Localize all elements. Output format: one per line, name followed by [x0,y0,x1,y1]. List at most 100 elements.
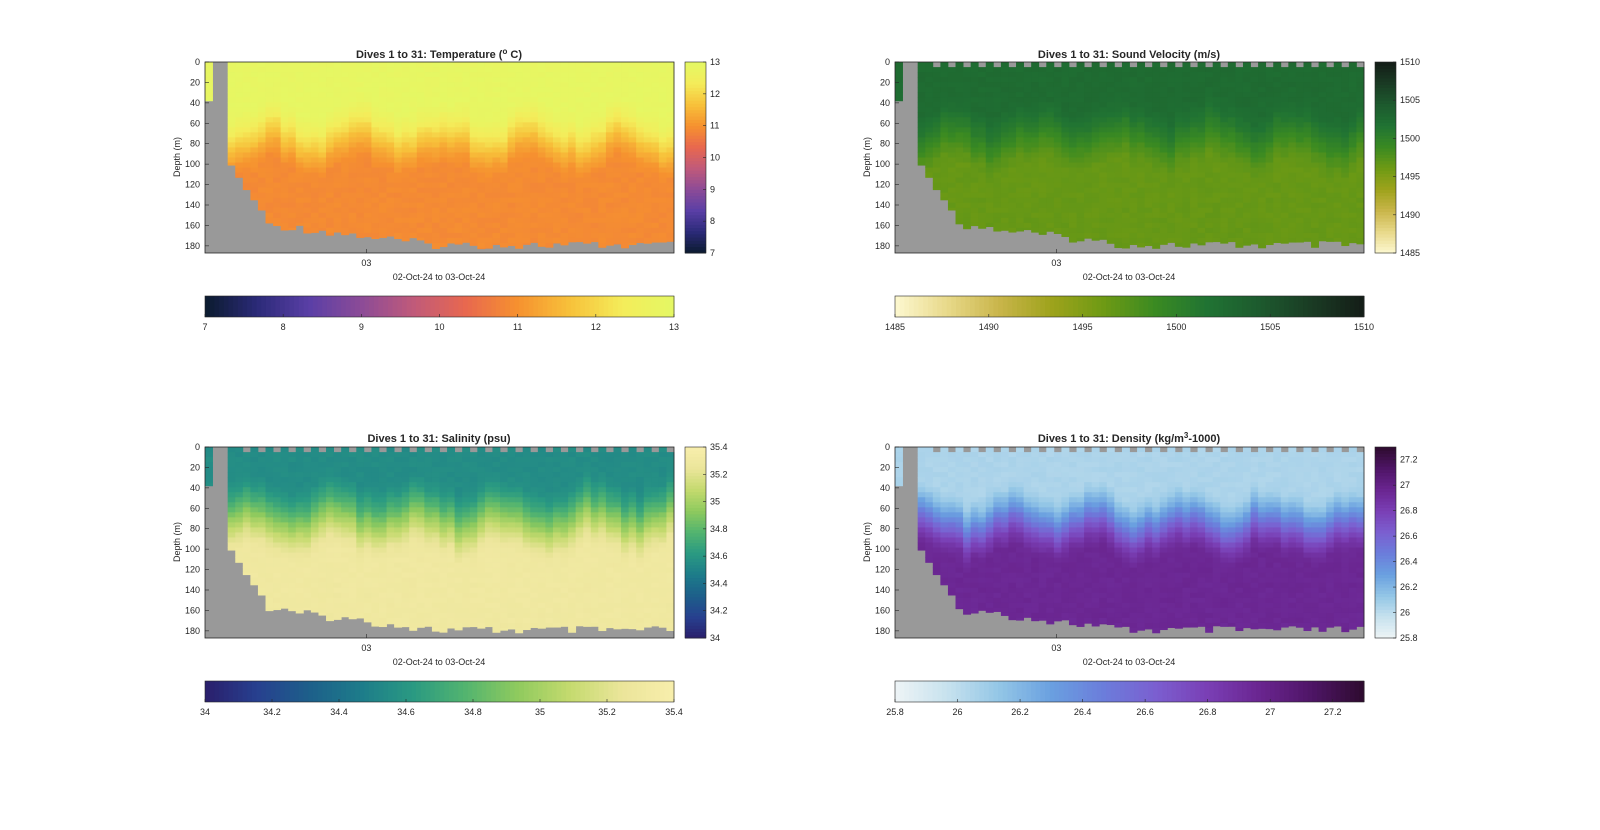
heatmap-cell [454,197,463,204]
heatmap-cell [552,117,561,123]
heatmap-cell [583,87,592,93]
heatmap-cell [1068,237,1077,243]
heatmap-cell [1318,227,1327,234]
heatmap-cell [439,217,448,224]
heatmap-cell [1174,147,1183,153]
colorbar-segment [685,112,706,117]
heatmap-cell [371,137,380,143]
heatmap-cell [492,202,501,209]
colorbar-segment [1237,296,1243,317]
heatmap-cell [1318,137,1327,143]
heatmap-cell [1318,212,1327,219]
colorbar-segment [685,144,706,149]
heatmap-cell [575,122,584,128]
heatmap-cell [1265,232,1274,239]
heatmap-cell [1061,82,1070,88]
heatmap-cell [613,137,622,143]
heatmap-cell [1076,132,1085,138]
heatmap-cell [1144,212,1153,219]
heatmap-cell [651,67,660,73]
heatmap-cell [492,147,501,153]
heatmap-cell [895,97,903,102]
heatmap-cell [1333,222,1342,229]
heatmap-cell [250,497,259,503]
heatmap-cell [273,477,282,483]
heatmap-cell [469,137,478,143]
heatmap-cell [341,62,350,68]
heatmap-cell [1038,117,1047,123]
heatmap-cell [1159,107,1168,113]
heatmap-cell [1326,182,1335,189]
heatmap-cell [424,227,433,234]
heatmap-cell [280,77,289,83]
colorbar-tick-label: 1510 [1400,57,1420,67]
heatmap-cell [386,62,395,68]
heatmap-cell [416,62,425,68]
heatmap-cell [1091,212,1100,219]
heatmap-cell [537,192,546,199]
heatmap-cell [1288,217,1297,224]
heatmap-cell [636,182,645,189]
heatmap-cell [643,92,652,98]
colorbar-segment [298,296,304,317]
heatmap-cell [1235,132,1244,138]
heatmap-cell [288,507,297,513]
heatmap-cell [1212,132,1221,138]
heatmap-cell [477,147,486,153]
heatmap-cell [666,207,675,214]
heatmap-cell [409,127,418,133]
heatmap-cell [273,587,282,594]
heatmap-cell [409,152,418,158]
heatmap-cell [1129,187,1138,194]
heatmap-cell [1129,222,1138,229]
heatmap-cell [1242,147,1251,153]
heatmap-cell [1038,227,1047,234]
heatmap-cell [280,472,289,478]
heatmap-cell [288,92,297,98]
heatmap-cell [993,187,1002,194]
heatmap-cell [1106,217,1115,224]
heatmap-cell [348,132,357,138]
heatmap-cell [1318,232,1327,239]
heatmap-cell [552,162,561,168]
heatmap-cell [1091,232,1100,239]
heatmap-cell [341,222,350,229]
y-tick-label: 60 [190,118,200,128]
heatmap-cell [970,152,979,158]
heatmap-cell [1137,237,1146,244]
heatmap-cell [1061,197,1070,204]
heatmap-cell [628,132,637,138]
heatmap-cell [1265,152,1274,158]
heatmap-cell [318,457,327,463]
heatmap-cell [955,87,964,93]
heatmap-cell [1008,187,1017,194]
heatmap-cell [1356,182,1365,189]
heatmap-cell [280,517,289,523]
heatmap-cell [1016,117,1024,123]
heatmap-cell [1242,242,1251,246]
heatmap-cell [552,187,561,194]
heatmap-cell [273,222,282,227]
heatmap-cell [356,127,365,133]
y-tick-label: 40 [880,98,890,108]
heatmap-cell [363,62,372,68]
heatmap-cell [303,217,312,224]
heatmap-cell [1076,197,1085,204]
heatmap-cell [431,172,440,179]
heatmap-cell [1258,242,1267,249]
heatmap-cell [310,197,319,204]
heatmap-cell [1295,227,1304,234]
heatmap-cell [1265,172,1274,179]
heatmap-cell [651,232,660,239]
heatmap-cell [242,572,251,576]
heatmap-cell [993,77,1002,83]
heatmap-cell [575,197,584,204]
heatmap-cell [970,67,979,73]
heatmap-cell [1137,187,1146,194]
heatmap-cell [1250,177,1259,184]
heatmap-cell [1167,112,1176,118]
heatmap-cell [462,212,471,219]
heatmap-cell [303,472,312,478]
heatmap-cell [500,147,508,153]
heatmap-cell [363,132,372,138]
